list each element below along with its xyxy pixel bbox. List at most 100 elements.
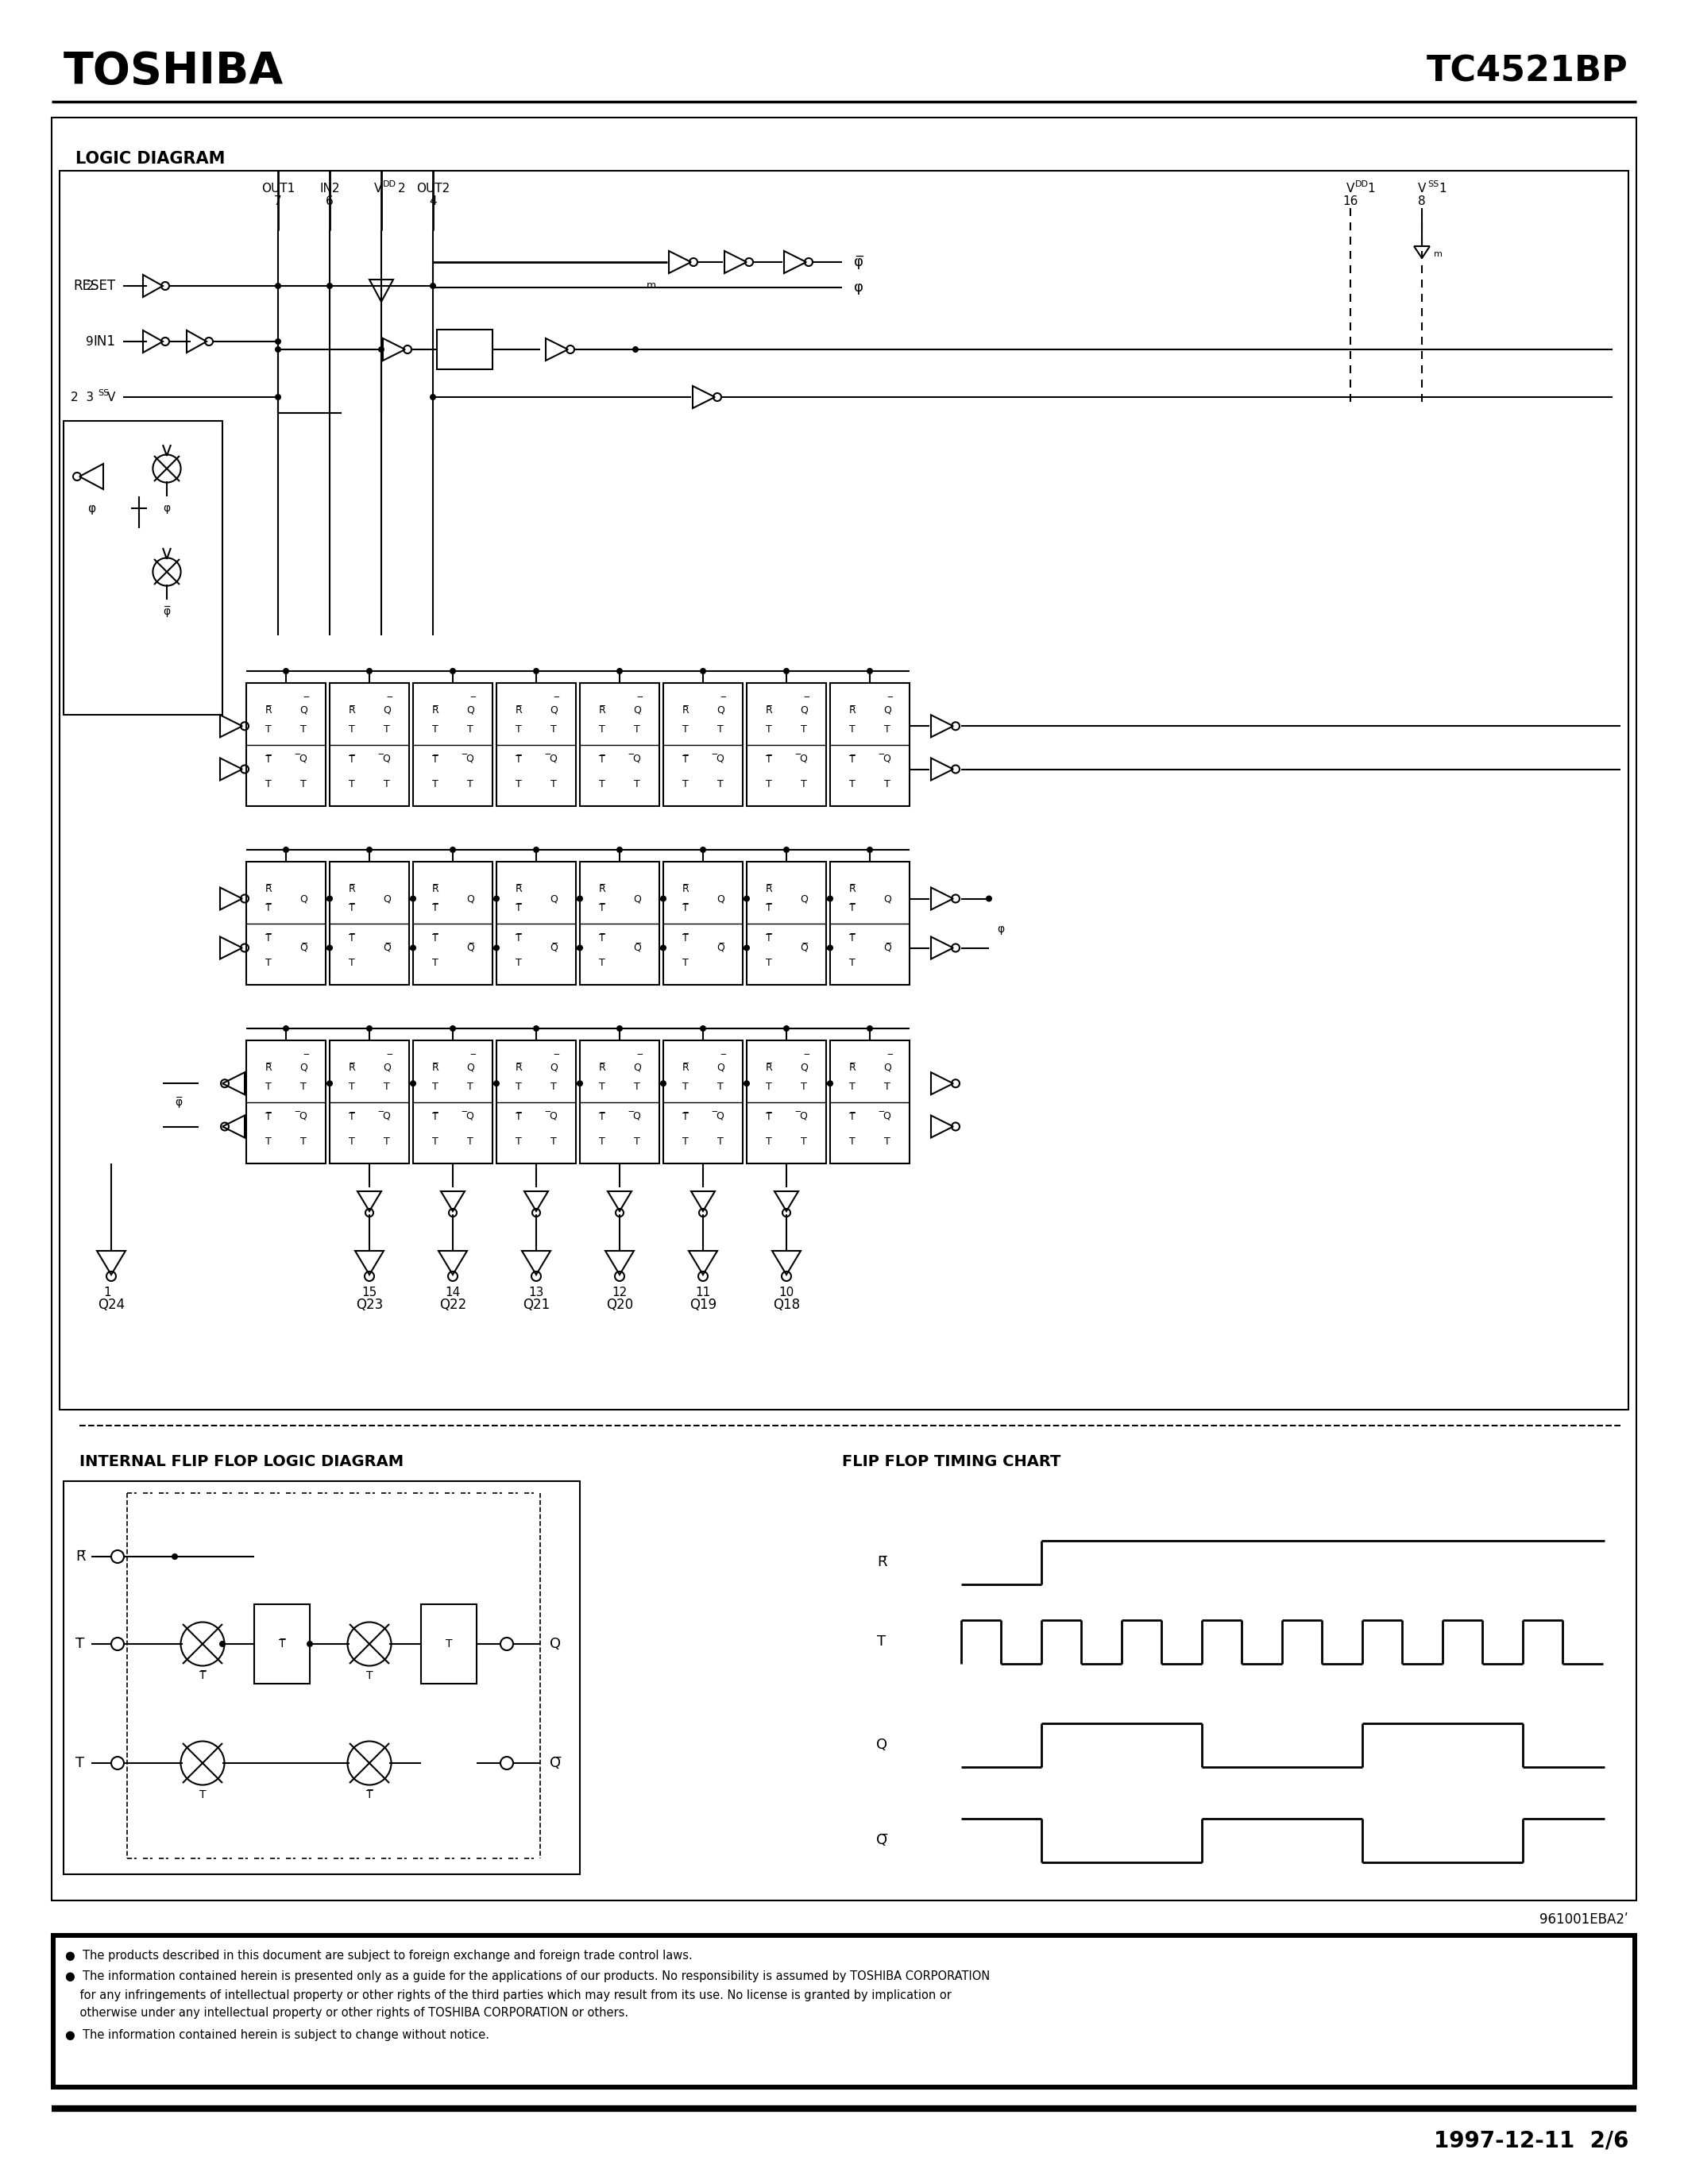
Text: T: T: [349, 725, 354, 736]
Text: OUT2: OUT2: [417, 181, 449, 194]
Text: V: V: [375, 181, 381, 194]
Text: 1: 1: [1367, 181, 1374, 194]
Text: T: T: [682, 725, 689, 736]
Text: R̅: R̅: [348, 1061, 356, 1072]
Text: T: T: [468, 780, 473, 788]
Circle shape: [783, 1024, 790, 1031]
Text: Q: Q: [883, 893, 891, 904]
Text: T: T: [432, 1136, 439, 1147]
Text: Q22: Q22: [439, 1297, 466, 1313]
Text: R̅: R̅: [682, 885, 689, 893]
Text: DD: DD: [383, 181, 397, 188]
Circle shape: [275, 339, 282, 345]
Text: 8: 8: [1418, 194, 1426, 207]
Text: Q24: Q24: [98, 1297, 125, 1313]
Bar: [581, 863, 660, 985]
Text: T̅: T̅: [849, 933, 856, 943]
Bar: [52, 1933, 1636, 2088]
Text: Q: Q: [550, 1061, 557, 1072]
Text: for any infringements of intellectual property or other rights of the third part: for any infringements of intellectual pr…: [66, 1990, 952, 2003]
Text: 1: 1: [1438, 181, 1447, 194]
Text: T: T: [800, 725, 807, 736]
Bar: [246, 863, 326, 985]
Text: T: T: [885, 725, 890, 736]
Text: T̅: T̅: [849, 753, 856, 764]
Text: Q: Q: [550, 1636, 560, 1651]
Circle shape: [533, 1024, 540, 1031]
Text: T̅: T̅: [766, 1112, 771, 1123]
Text: m: m: [647, 280, 657, 290]
Circle shape: [827, 946, 834, 950]
Bar: [830, 863, 910, 985]
Text: T: T: [383, 780, 390, 788]
Text: T̅: T̅: [349, 904, 354, 913]
Text: Q̅: Q̅: [716, 943, 724, 952]
Text: T̅: T̅: [849, 904, 856, 913]
Text: ●  The information contained herein is subject to change without notice.: ● The information contained herein is su…: [66, 2029, 490, 2042]
Text: ̅Q: ̅Q: [466, 753, 474, 764]
Text: 2  3: 2 3: [71, 391, 95, 404]
Text: T: T: [265, 725, 272, 736]
Text: V: V: [1347, 181, 1354, 194]
Text: T: T: [468, 725, 473, 736]
Circle shape: [866, 1024, 873, 1031]
Text: T: T: [717, 1136, 724, 1147]
Text: T: T: [76, 1756, 84, 1771]
Circle shape: [866, 668, 873, 675]
Text: T: T: [682, 780, 689, 788]
Circle shape: [577, 895, 582, 902]
Bar: [64, 1481, 581, 1874]
Text: T: T: [515, 725, 522, 736]
Text: 10: 10: [778, 1286, 793, 1297]
Text: m: m: [1433, 251, 1443, 258]
Text: T: T: [349, 1136, 354, 1147]
Circle shape: [219, 1640, 226, 1647]
Text: T: T: [432, 780, 439, 788]
Bar: [246, 1040, 326, 1164]
Text: R̅: R̅: [849, 705, 856, 714]
Text: T̅: T̅: [76, 1636, 84, 1651]
Bar: [496, 684, 576, 806]
Text: ̅Q: ̅Q: [466, 1112, 474, 1123]
Text: T̅: T̅: [766, 904, 771, 913]
Text: T: T: [849, 1081, 856, 1092]
Text: R̅: R̅: [265, 1061, 272, 1072]
Text: T: T: [717, 780, 724, 788]
Text: 15: 15: [361, 1286, 376, 1297]
Text: T̅: T̅: [366, 1789, 373, 1800]
Text: IN1: IN1: [93, 334, 115, 349]
Circle shape: [660, 895, 667, 902]
Bar: [414, 684, 493, 806]
Text: 11: 11: [695, 1286, 711, 1297]
Text: Q: Q: [466, 705, 474, 714]
Text: T: T: [682, 1136, 689, 1147]
Text: T: T: [849, 957, 856, 968]
Text: ̅Q: ̅Q: [299, 1112, 307, 1123]
Text: Q23: Q23: [356, 1297, 383, 1313]
Circle shape: [326, 1081, 333, 1088]
Text: FLIP FLOP TIMING CHART: FLIP FLOP TIMING CHART: [842, 1455, 1060, 1470]
Text: T̅: T̅: [515, 1112, 522, 1123]
Text: R̅: R̅: [515, 1061, 522, 1072]
Circle shape: [275, 347, 282, 352]
Text: T: T: [300, 1136, 307, 1147]
Circle shape: [827, 895, 834, 902]
Circle shape: [866, 847, 873, 854]
Text: SS: SS: [98, 389, 110, 397]
Text: 7: 7: [273, 194, 282, 207]
Text: T: T: [878, 1634, 886, 1649]
Text: Q̅: Q̅: [550, 943, 557, 952]
Circle shape: [743, 946, 749, 950]
Text: φ: φ: [854, 280, 863, 295]
Text: Q̅: Q̅: [383, 943, 392, 952]
Text: LOGIC DIAGRAM: LOGIC DIAGRAM: [76, 151, 225, 166]
Text: T: T: [383, 725, 390, 736]
Text: 12: 12: [613, 1286, 628, 1297]
Text: Q: Q: [716, 1061, 724, 1072]
Text: R̅: R̅: [876, 1555, 886, 1570]
Text: IN2: IN2: [319, 181, 339, 194]
Bar: [64, 422, 223, 714]
Text: T: T: [366, 1671, 373, 1682]
Text: ̅Q: ̅Q: [800, 753, 809, 764]
Text: ●  The products described in this document are subject to foreign exchange and f: ● The products described in this documen…: [66, 1950, 692, 1961]
